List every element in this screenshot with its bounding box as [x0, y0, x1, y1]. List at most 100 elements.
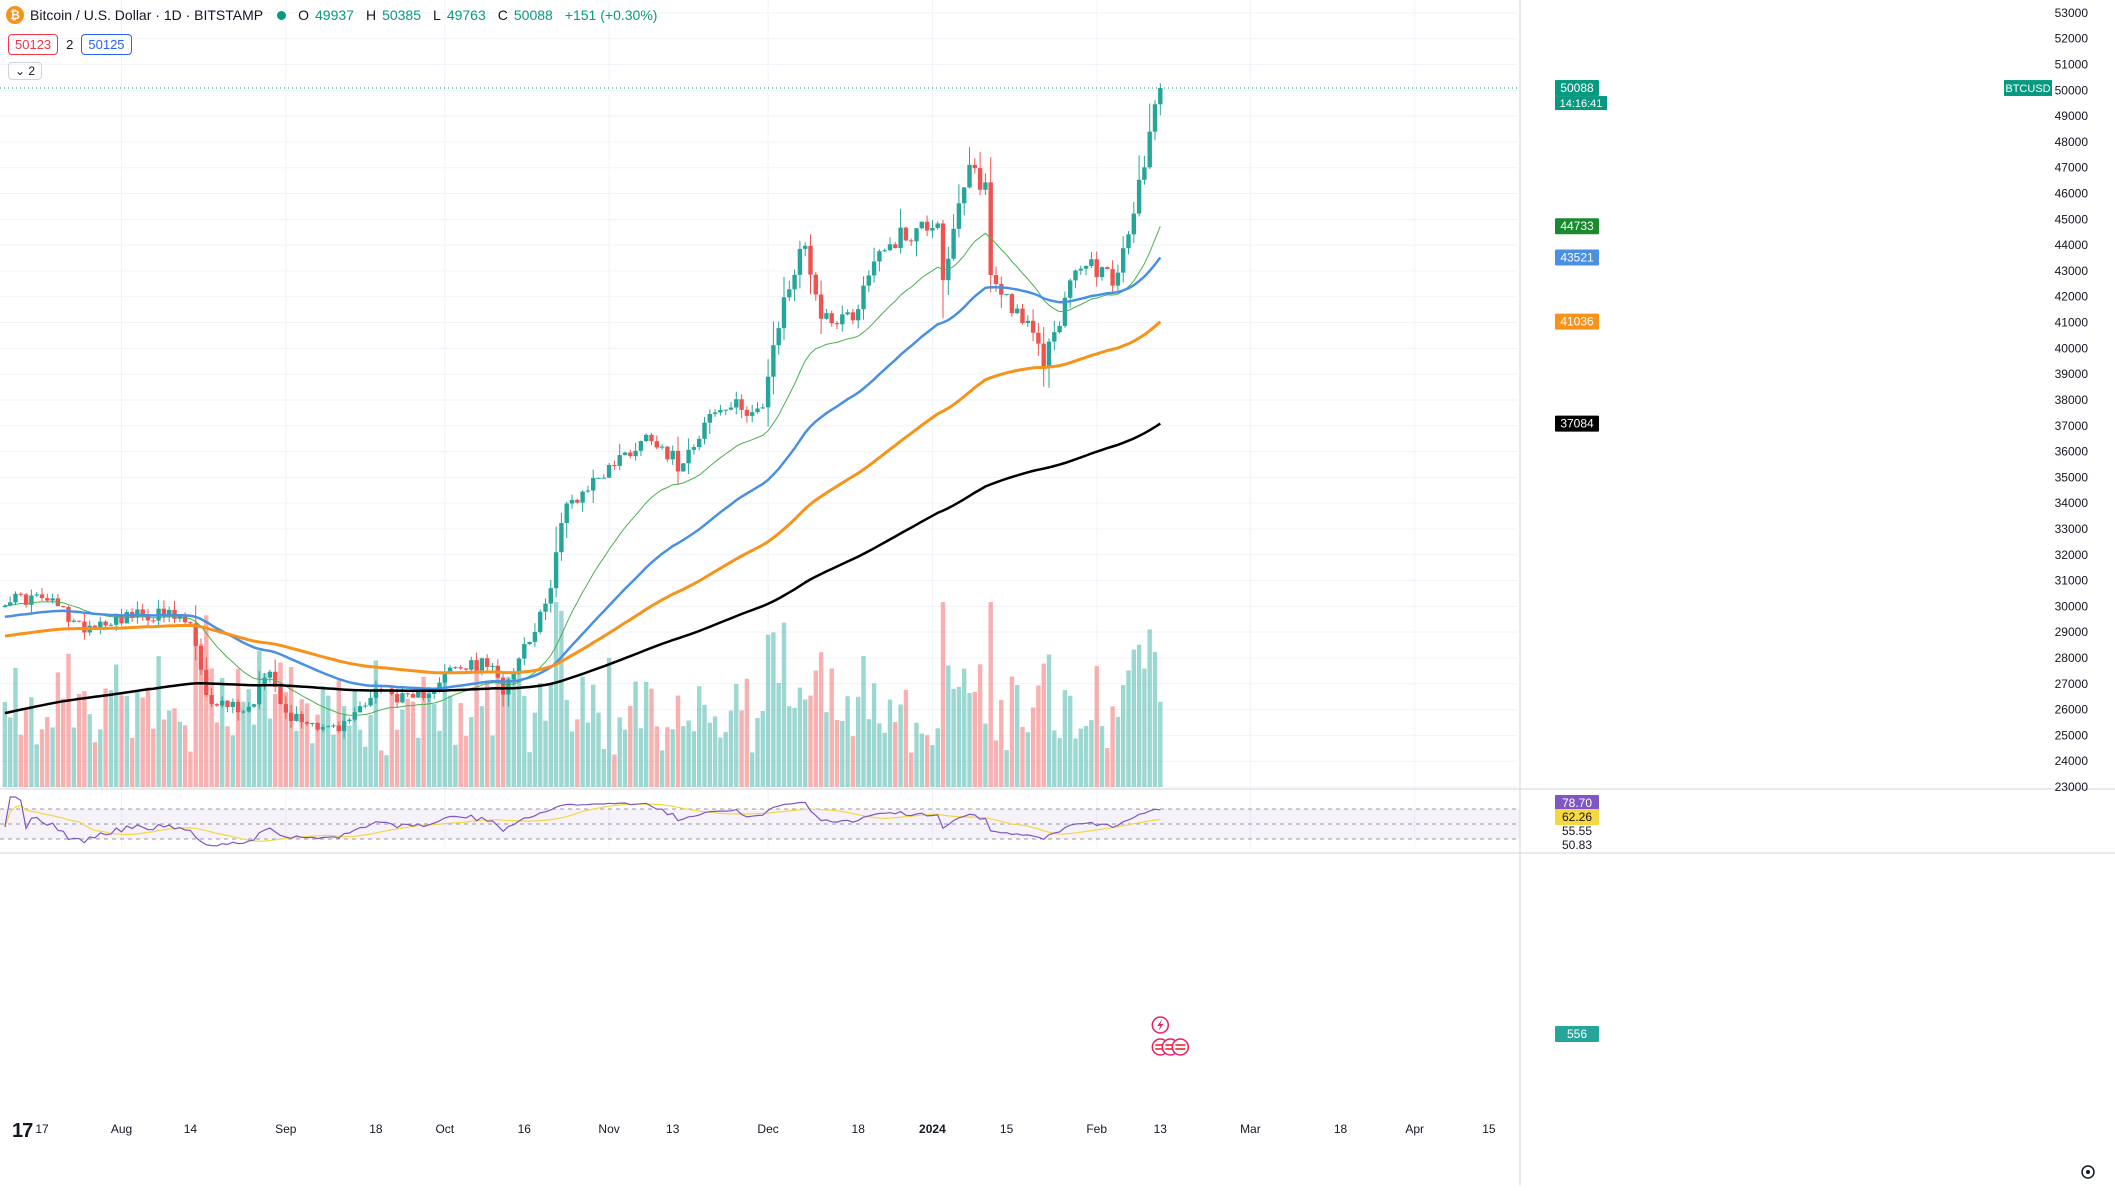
volume-bar	[893, 722, 898, 787]
flag-stripe	[1155, 1044, 1166, 1046]
volume-bar	[946, 665, 951, 787]
volume-bar	[951, 688, 956, 787]
rsi-line	[4, 796, 1161, 847]
volume-bar	[1099, 725, 1105, 787]
time-tick-label: 17	[35, 1122, 49, 1136]
volume-bar	[750, 752, 755, 787]
volume-bar	[220, 677, 225, 787]
volume-bar	[718, 737, 723, 787]
volume-bar	[129, 737, 135, 787]
volume-bar	[34, 744, 39, 787]
bid-price[interactable]: 50123	[8, 34, 59, 55]
time-tick-label: Aug	[111, 1122, 132, 1136]
volume-bar	[882, 732, 887, 787]
volume-bar	[262, 673, 267, 787]
volume-bar	[326, 695, 331, 787]
candle-down	[463, 668, 469, 670]
volume-bar	[734, 684, 739, 787]
flag-stripe	[1155, 1048, 1166, 1050]
ask-price[interactable]: 50125	[81, 34, 132, 55]
market-status-icon[interactable]	[277, 10, 287, 20]
volume-bar	[972, 691, 977, 787]
volume-bar	[379, 750, 384, 787]
volume-bar	[437, 730, 442, 787]
price-tick-label: 24000	[2055, 754, 2089, 768]
volume-bar	[596, 712, 601, 787]
time-tick-label: 16	[518, 1122, 532, 1136]
volume-bar	[341, 706, 347, 787]
volume-bar	[151, 728, 156, 787]
candle-up	[426, 693, 432, 699]
candle-up	[262, 677, 267, 686]
ohlc-close-label: C	[497, 7, 508, 23]
candle-up	[792, 274, 797, 290]
volume-bar	[553, 602, 559, 787]
time-tick-label: Nov	[598, 1122, 619, 1136]
price-tick-label: 49000	[2055, 109, 2089, 123]
volume-bar	[61, 698, 66, 787]
gear-icon	[2081, 1165, 2095, 1179]
volume-bar	[956, 686, 962, 787]
volume-bar	[283, 692, 288, 787]
candle-down	[288, 712, 294, 721]
volume-bar	[548, 683, 553, 787]
ema-lines	[0, 87, 1520, 716]
candle-up	[840, 314, 845, 325]
time-axis[interactable]: 17 Aug 14 Sep 18 Oct 16 Nov 13 Dec 18 2024 15 Feb 13 Ma…	[35, 1122, 1496, 1136]
candle-up	[712, 412, 718, 414]
volume-bar	[82, 691, 87, 787]
volume-bar	[845, 696, 850, 787]
candle-up	[681, 463, 686, 472]
volume-bar	[103, 688, 108, 787]
volume-bar	[1036, 685, 1041, 787]
flag-stripe	[1165, 1044, 1176, 1046]
event-markers[interactable]	[1151, 1016, 2095, 1179]
candle-up	[437, 682, 442, 689]
time-tick-label: 15	[1482, 1122, 1496, 1136]
ohlc-open-value: 49937	[315, 7, 354, 23]
candle-down	[151, 620, 156, 622]
candle-up	[596, 477, 601, 479]
volume-bar	[315, 714, 320, 787]
tradingview-logo[interactable]: 17	[12, 1120, 33, 1142]
candle-up	[1152, 104, 1158, 132]
volume-bar	[172, 708, 177, 787]
candle-up	[644, 434, 649, 442]
volume-badge	[1555, 1026, 1599, 1042]
indicators-collapse-button[interactable]: ⌄ 2	[8, 62, 43, 80]
candle-down	[1009, 294, 1015, 314]
ohlc-close-value: 50088	[513, 7, 553, 23]
volume-bar	[813, 670, 818, 787]
volume-bar	[962, 668, 967, 787]
symbol-title[interactable]: Bitcoin / U.S. Dollar · 1D · BITSTAMP	[30, 7, 264, 23]
volume-bar	[575, 719, 580, 787]
volume-bar	[612, 754, 617, 787]
rsi-pane[interactable]	[0, 796, 1520, 847]
candle-down	[665, 446, 670, 460]
symbol-legend[interactable]: ₿ Bitcoin / U.S. Dollar · 1D · BITSTAMP …	[6, 6, 663, 24]
price-axis[interactable]: 53000 52000 51000 50000 49000 48000 47000 46000…	[2055, 6, 2089, 794]
time-tick-label: Apr	[1405, 1122, 1424, 1136]
candle-up	[135, 609, 140, 618]
volume-bar	[114, 664, 119, 787]
candle-up	[363, 705, 368, 707]
volume-bar	[993, 740, 999, 787]
candle-up	[956, 203, 962, 229]
candle-down	[1041, 343, 1046, 368]
ohlc-high-value: 50385	[382, 7, 422, 23]
candle-down	[675, 450, 681, 472]
flag-stripe	[1175, 1048, 1186, 1050]
candle-up	[167, 609, 172, 615]
candle-up	[702, 422, 707, 439]
candle-up	[1126, 234, 1131, 249]
time-tick-label: 14	[184, 1122, 198, 1136]
candle-down	[993, 275, 999, 284]
candle-up	[638, 441, 644, 451]
ema20-badge	[1555, 218, 1599, 235]
candle-up	[765, 376, 771, 408]
price-tick-label: 26000	[2055, 703, 2089, 717]
volume-bar	[522, 696, 527, 787]
current-price-badge-sub	[1555, 96, 1607, 111]
